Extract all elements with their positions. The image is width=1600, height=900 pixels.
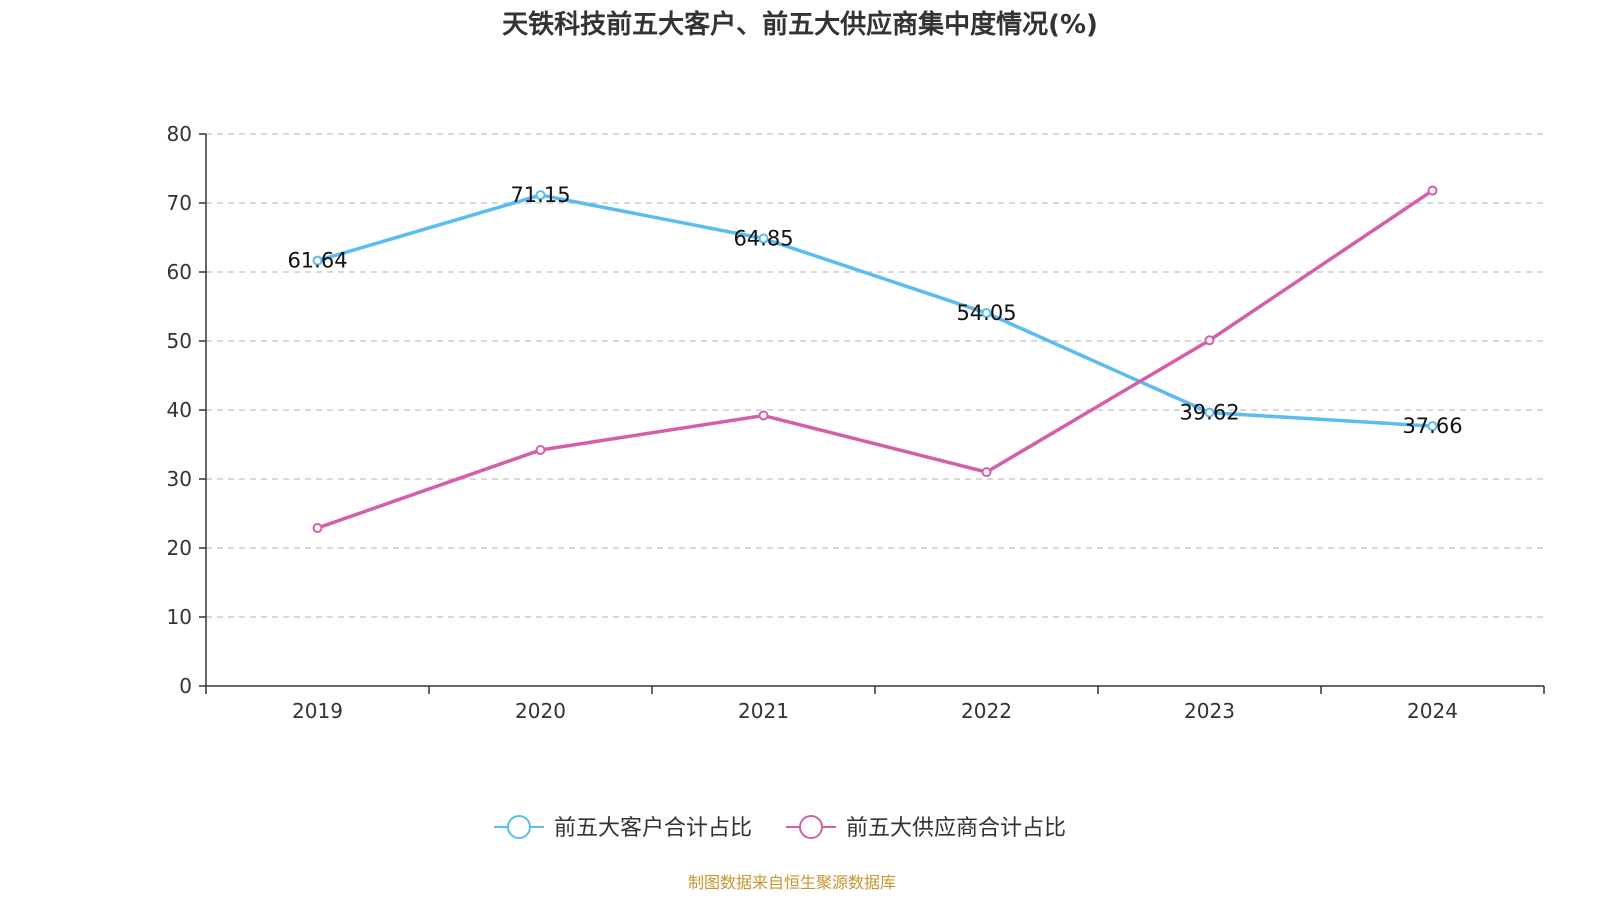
y-tick-label: 20 bbox=[167, 536, 192, 560]
y-tick-label: 80 bbox=[167, 122, 192, 146]
data-point[interactable] bbox=[1427, 185, 1438, 196]
series-layer bbox=[312, 185, 1438, 533]
data-point[interactable] bbox=[1204, 407, 1215, 418]
y-tick-label: 60 bbox=[167, 260, 192, 284]
x-tick-label: 2023 bbox=[1184, 699, 1235, 723]
data-point[interactable] bbox=[535, 445, 546, 456]
y-tick-label: 10 bbox=[167, 605, 192, 629]
legend-label-suppliers: 前五大供应商合计占比 bbox=[846, 816, 1066, 841]
data-label: 37.66 bbox=[1402, 414, 1462, 438]
y-tick-label: 30 bbox=[167, 467, 192, 491]
data-point[interactable] bbox=[535, 190, 546, 201]
data-label: 54.05 bbox=[956, 301, 1016, 325]
source-note: 制图数据来自恒生聚源数据库 bbox=[688, 873, 896, 892]
data-point[interactable] bbox=[758, 233, 769, 244]
legend-marker-suppliers bbox=[799, 815, 823, 839]
x-tick-label: 2024 bbox=[1407, 699, 1458, 723]
data-label: 71.15 bbox=[510, 183, 570, 207]
legend-item-customers[interactable]: 前五大客户合计占比 bbox=[494, 815, 752, 841]
data-point[interactable] bbox=[758, 410, 769, 421]
data-point[interactable] bbox=[1204, 335, 1215, 346]
y-tick-label: 40 bbox=[167, 398, 192, 422]
y-tick-label: 0 bbox=[179, 674, 192, 698]
axes: 0 10 20 30 40 50 60 70 80 2019 2020 2021 2022 2023 202… bbox=[167, 122, 1545, 723]
y-tick-label: 70 bbox=[167, 191, 192, 215]
data-labels: 61.64 71.15 64.85 54.05 39.62 37.66 bbox=[287, 183, 1462, 438]
data-point[interactable] bbox=[312, 255, 323, 266]
data-point[interactable] bbox=[981, 308, 992, 319]
data-point[interactable] bbox=[1427, 421, 1438, 432]
data-label: 64.85 bbox=[733, 227, 793, 251]
x-tick-label: 2019 bbox=[292, 699, 343, 723]
chart-title: 天铁科技前五大客户、前五大供应商集中度情况(%) bbox=[502, 9, 1098, 40]
data-label: 61.64 bbox=[287, 249, 347, 273]
x-tick-label: 2020 bbox=[515, 699, 566, 723]
legend-item-suppliers[interactable]: 前五大供应商合计占比 bbox=[786, 815, 1066, 841]
data-label: 39.62 bbox=[1179, 401, 1239, 425]
data-point[interactable] bbox=[981, 467, 992, 478]
legend[interactable]: 前五大客户合计占比 前五大供应商合计占比 bbox=[494, 815, 1066, 841]
series-line-1 bbox=[317, 193, 1433, 428]
series-line-2 bbox=[316, 189, 1434, 530]
data-point[interactable] bbox=[312, 522, 323, 533]
legend-label-customers: 前五大客户合计占比 bbox=[554, 816, 752, 841]
legend-marker-customers bbox=[507, 815, 531, 839]
grid-lines bbox=[206, 133, 1544, 618]
x-tick-label: 2022 bbox=[961, 699, 1012, 723]
x-tick-label: 2021 bbox=[738, 699, 789, 723]
y-tick-label: 50 bbox=[167, 329, 192, 353]
